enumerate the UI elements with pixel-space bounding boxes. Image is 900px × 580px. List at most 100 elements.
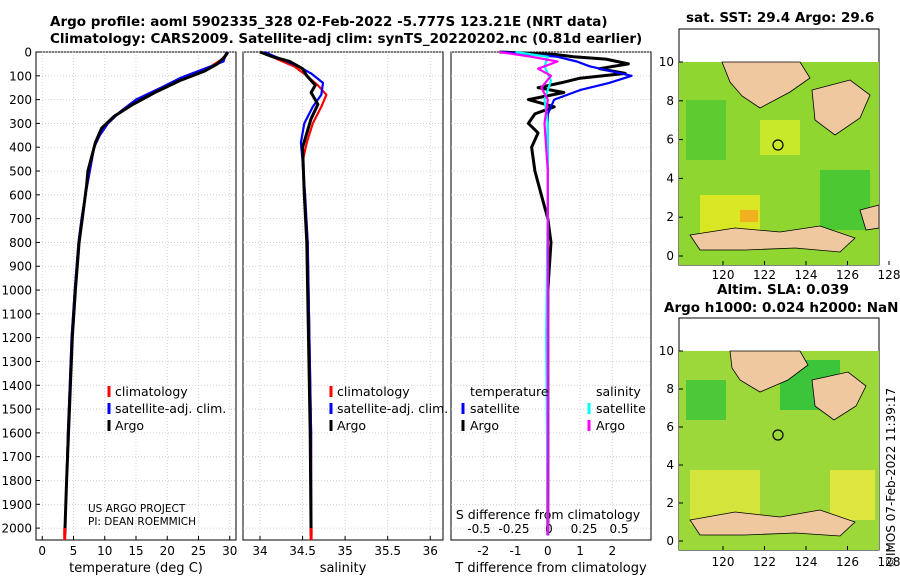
map1-title: sat. SST: 29.4 Argo: 29.6 xyxy=(686,10,875,26)
depth-ytick-label: 1500 xyxy=(1,403,32,417)
map1-ticks-ytick-label: 6 xyxy=(666,133,674,147)
depth-ytick-label: 1700 xyxy=(1,450,32,464)
depth-ytick-label: 400 xyxy=(9,141,32,155)
map1-ticks-xtick-label: 120 xyxy=(712,268,735,282)
map2-ticks-xtick-label: 124 xyxy=(795,555,818,569)
panel-temperature: 0 5 10 15 20 25 30 temperature (deg C) 0 100 200 30… xyxy=(1,46,237,577)
depth-ytick-label: 1900 xyxy=(1,498,32,512)
map2-land xyxy=(689,509,856,537)
map2-sla: 120 122 124 126 128 0 2 4 6 8 10 xyxy=(659,317,900,569)
temperature-legend-label: climatology xyxy=(115,384,188,399)
map1-ticks-ytick-label: 2 xyxy=(666,210,674,224)
map1-sst: 120 122 124 126 128 0 2 4 6 8 10 xyxy=(659,28,900,282)
temperature-xtick-label: 10 xyxy=(97,544,112,558)
map2-ticks-ytick-label: 8 xyxy=(666,382,674,396)
difference-secondary-xtick-label: -0.5 xyxy=(467,522,490,536)
diff-legend-label: satellite xyxy=(470,401,520,416)
temperature-series-argo xyxy=(63,51,230,536)
map2-land xyxy=(729,350,809,393)
map1-ticks-ytick-label: 10 xyxy=(659,55,674,69)
salinity-axes-frame xyxy=(242,51,444,541)
depth-ytick-label: 200 xyxy=(9,93,32,107)
map2-ticks-ytick-label: 2 xyxy=(666,496,674,510)
salinity-xtick-label: 35.5 xyxy=(374,544,401,558)
figure-title-line1: Argo profile: aoml 5902335_328 02-Feb-20… xyxy=(50,14,608,30)
depth-ytick-label: 800 xyxy=(9,236,32,250)
map1-ticks-xtick-label: 122 xyxy=(753,268,776,282)
difference-series-t-argo xyxy=(499,50,630,536)
map2-ticks-xtick-label: 120 xyxy=(712,555,735,569)
difference-secondary-xtick-label: 0.25 xyxy=(571,522,598,536)
map2-low-patch xyxy=(686,380,726,420)
salinity-xtick-label: 34 xyxy=(252,544,267,558)
depth-ytick-label: 900 xyxy=(9,260,32,274)
difference-secondary-xtick-label: 0.5 xyxy=(609,522,628,536)
map2-ticks-ytick-label: 6 xyxy=(666,420,674,434)
map2-ticks-ytick-label: 4 xyxy=(666,458,674,472)
depth-ytick-label: 300 xyxy=(9,117,32,131)
map2-ticks-xtick-label: 122 xyxy=(753,555,776,569)
map2-high-patch xyxy=(830,470,875,520)
depth-ytick-label: 1600 xyxy=(1,426,32,440)
salinity-xtick-label: 36 xyxy=(423,544,438,558)
pi-annotation: US ARGO PROJECT xyxy=(88,503,186,515)
difference-axes-frame xyxy=(450,51,652,541)
temperature-legend-label: Argo xyxy=(115,418,144,433)
map2-title-line2: Argo h1000: 0.024 h2000: NaN xyxy=(664,300,899,316)
pi-annotation: PI: DEAN ROEMMICH xyxy=(88,516,196,528)
map1-ticks-xtick-label: 124 xyxy=(795,268,818,282)
depth-ytick-label: 1100 xyxy=(1,307,32,321)
map1-ticks-xtick-label: 128 xyxy=(878,268,900,282)
map1-ticks-ytick-label: 0 xyxy=(666,249,674,263)
temperature-xlabel: temperature (deg C) xyxy=(69,561,203,576)
map1-argo-marker xyxy=(772,139,784,151)
difference-secondary-xtick-label: -0.25 xyxy=(498,522,529,536)
difference-xtick-label: -2 xyxy=(477,544,489,558)
map2-ticks-xtick-label: 126 xyxy=(836,555,859,569)
diff-legend-header-temperature: temperature xyxy=(470,384,549,399)
map2-land xyxy=(811,371,867,421)
map1-land xyxy=(811,79,871,136)
depth-ytick-label: 0 xyxy=(24,46,32,60)
difference-xlabel: T difference from climatology xyxy=(454,561,647,576)
salinity-legend-label: climatology xyxy=(337,384,410,399)
depth-ytick-label: 500 xyxy=(9,165,32,179)
depth-ytick-label: 2000 xyxy=(1,522,32,536)
difference-xtick-label: 1 xyxy=(576,544,584,558)
map2-argo-marker xyxy=(772,429,784,441)
temperature-xtick-label: 25 xyxy=(191,544,206,558)
depth-ytick-label: 600 xyxy=(9,188,32,202)
temperature-legend-label: satellite-adj. clim. xyxy=(115,401,226,416)
difference-series-s-argo xyxy=(499,50,559,536)
temperature-xtick-label: 30 xyxy=(222,544,237,558)
temperature-xtick-label: 15 xyxy=(128,544,143,558)
depth-ytick-label: 1800 xyxy=(1,474,32,488)
map2-ticks-xtick-label: 128 xyxy=(878,555,900,569)
depth-ytick-label: 100 xyxy=(9,69,32,83)
depth-ytick-label: 1200 xyxy=(1,331,32,345)
salinity-legend-label: Argo xyxy=(337,418,366,433)
map2-ticks-ytick-label: 0 xyxy=(666,534,674,548)
map2-ticks-ytick-label: 10 xyxy=(659,344,674,358)
map1-cool-patch xyxy=(686,100,726,160)
map1-cool-patch xyxy=(820,170,870,230)
difference-xtick-label: -1 xyxy=(510,544,522,558)
temperature-xtick-label: 0 xyxy=(38,544,46,558)
diff-legend-label: satellite xyxy=(596,401,646,416)
temperature-xtick-label: 20 xyxy=(160,544,175,558)
salinity-xtick-label: 35 xyxy=(337,544,352,558)
map1-land xyxy=(721,61,811,109)
map1-ticks-xtick-label: 126 xyxy=(836,268,859,282)
depth-ytick-label: 1000 xyxy=(1,284,32,298)
map1-land xyxy=(859,204,880,231)
difference-xtick-label: 0 xyxy=(544,544,552,558)
diff-legend-label: Argo xyxy=(596,418,625,433)
depth-ytick-label: 1400 xyxy=(1,379,32,393)
diff-legend-label: Argo xyxy=(470,418,499,433)
salinity-xtick-label: 34.5 xyxy=(289,544,316,558)
map1-ticks-ytick-label: 8 xyxy=(666,94,674,108)
salinity-series-argo xyxy=(259,50,320,536)
temperature-xtick-label: 5 xyxy=(70,544,78,558)
